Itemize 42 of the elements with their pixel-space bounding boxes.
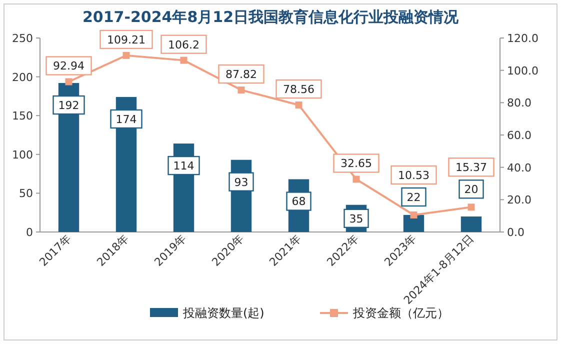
point — [410, 211, 418, 218]
data-label: 35 — [349, 212, 364, 226]
point — [180, 56, 188, 64]
legend-label: 投融资数量(起) — [182, 306, 264, 320]
point — [468, 204, 475, 211]
data-label: 109.21 — [107, 33, 146, 46]
data-label: 92.94 — [53, 60, 84, 73]
legend-label: 投资金额（亿元） — [352, 306, 449, 320]
bar — [460, 216, 482, 232]
data-label: 10.53 — [398, 168, 430, 182]
data-label: 78.56 — [283, 82, 314, 96]
y-tick-label: 150 — [12, 110, 33, 123]
data-label: 93 — [234, 176, 248, 189]
point — [352, 176, 360, 183]
data-label: 87.82 — [226, 68, 257, 82]
y2-tick-label: 40.0 — [507, 161, 532, 174]
chart-title: 2017-2024年8月12日我国教育信息化行业投融资情况 — [82, 8, 460, 26]
data-label: 114 — [173, 160, 194, 173]
data-label: 32.65 — [340, 157, 372, 170]
y2-tick-label: 100.0 — [507, 64, 538, 78]
bar — [403, 214, 424, 232]
point — [295, 101, 302, 108]
y-tick-label: 250 — [12, 32, 33, 45]
point — [122, 52, 130, 59]
y-tick-label: 0 — [26, 226, 33, 239]
y2-tick-label: 80.0 — [507, 96, 532, 110]
data-label: 174 — [116, 112, 137, 126]
y-tick-label: 200 — [12, 70, 33, 84]
y2-tick-label: 20.0 — [507, 194, 532, 207]
point — [238, 86, 245, 94]
y-tick-label: 100 — [12, 148, 33, 162]
data-label: 15.37 — [456, 161, 487, 174]
y2-tick-label: 120.0 — [507, 32, 538, 45]
data-label: 68 — [292, 195, 306, 208]
data-label: 192 — [58, 99, 80, 112]
y-tick-label: 50 — [19, 187, 33, 200]
data-label: 106.2 — [168, 38, 200, 52]
data-label: 22 — [406, 190, 421, 204]
data-label: 20 — [464, 183, 478, 196]
y2-tick-label: 0.0 — [507, 226, 524, 239]
point — [65, 78, 72, 86]
y2-tick-label: 60.0 — [507, 129, 532, 142]
